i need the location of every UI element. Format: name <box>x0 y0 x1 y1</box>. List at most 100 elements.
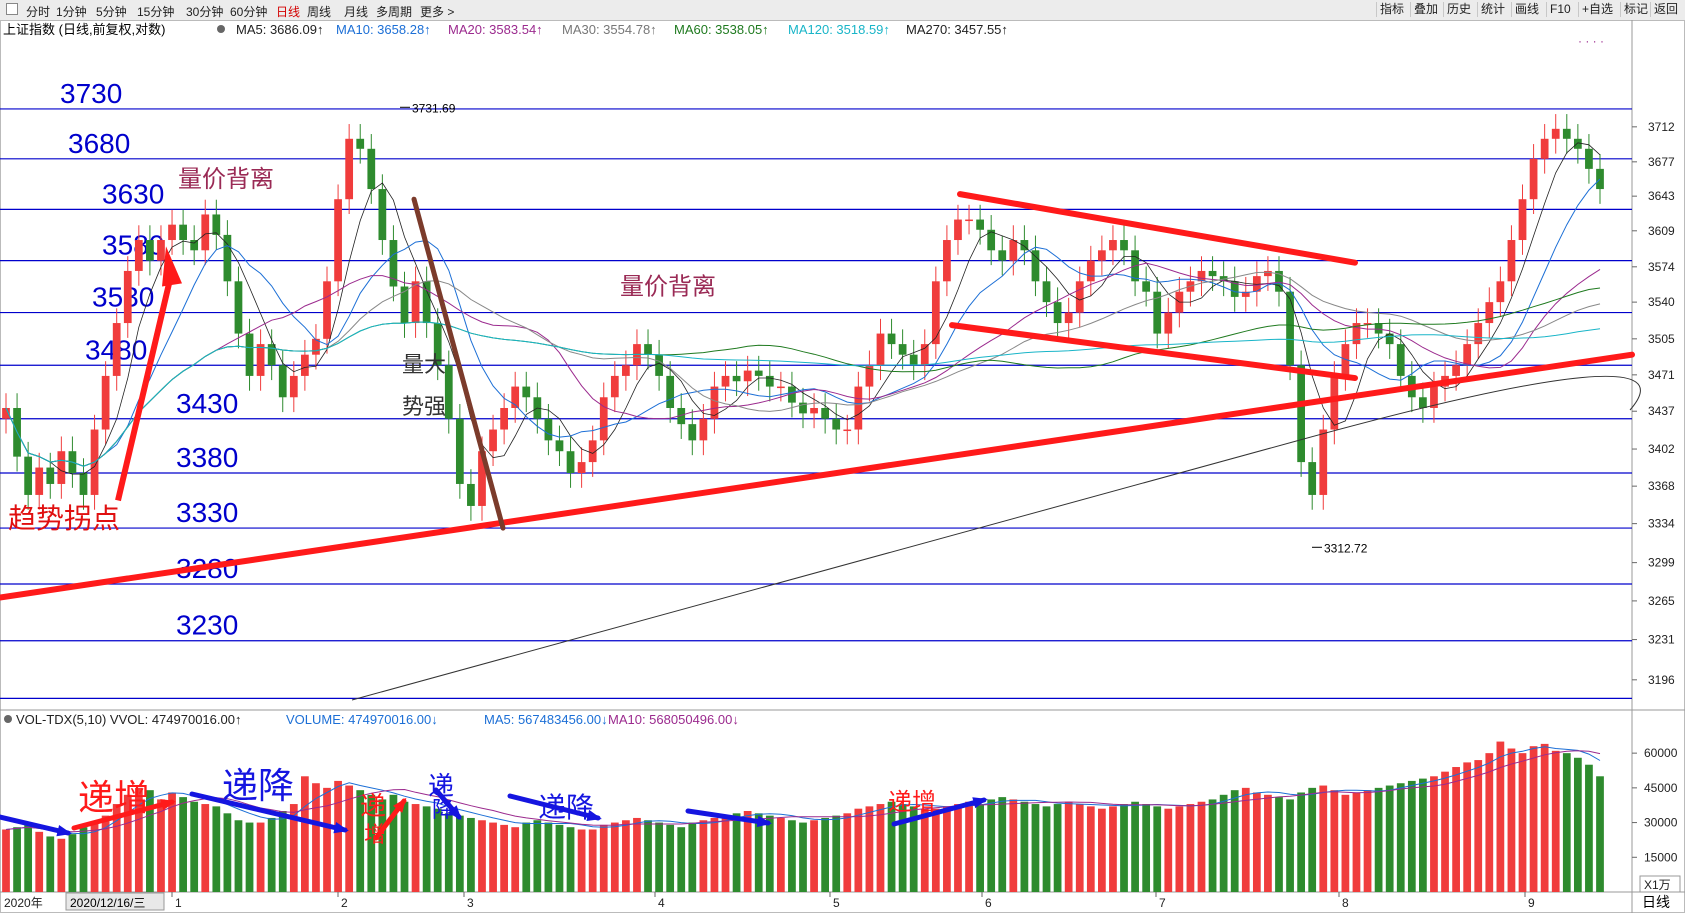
candle-61 <box>677 407 686 425</box>
candle-103 <box>1142 281 1151 292</box>
candle-19 <box>212 214 221 235</box>
candle-120 <box>1330 375 1339 430</box>
volume-bar-59 <box>655 822 663 892</box>
vol-text-4: 增 <box>364 822 386 847</box>
period-tab-0[interactable]: 分时 <box>26 5 51 19</box>
volume-bar-110 <box>1219 794 1228 892</box>
period-tab-2[interactable]: 5分钟 <box>96 5 127 19</box>
period-tab-5[interactable]: 60分钟 <box>230 5 268 19</box>
volume-bar-3 <box>35 831 44 892</box>
period-tab-7[interactable]: 周线 <box>307 5 332 19</box>
volume-bar-86 <box>954 804 962 892</box>
volume-bar-139 <box>1540 743 1549 892</box>
candle-137 <box>1518 199 1527 241</box>
volume-bar-31 <box>345 785 354 892</box>
vol-arrow-2-head <box>160 799 176 811</box>
month-label-6: 7 <box>1159 896 1166 910</box>
volume-bar-35 <box>389 794 398 892</box>
volume-bar-91 <box>1009 799 1018 892</box>
candle-66 <box>732 375 741 382</box>
volume-bar-92 <box>1020 801 1029 892</box>
axis-tick-13: 3265 <box>1648 594 1675 608</box>
candle-113 <box>1252 276 1261 292</box>
axis-tick-12: 3299 <box>1648 556 1675 570</box>
candle-42 <box>467 483 475 506</box>
toolbar-button-3[interactable]: 统计 <box>1477 2 1508 17</box>
ma-line-120 <box>5 321 1601 467</box>
volume-bar-121 <box>1341 794 1350 892</box>
candle-12 <box>134 240 143 271</box>
candle-119 <box>1319 429 1328 495</box>
volume-bar-19 <box>212 806 221 892</box>
toolbar-button-6[interactable]: +自选 <box>1578 2 1616 17</box>
ma-legend-2: MA20: 3583.54↑ <box>448 22 543 37</box>
volume-bar-57 <box>633 817 641 892</box>
candle-62 <box>688 424 697 441</box>
toolbar-button-1[interactable]: 叠加 <box>1410 2 1441 17</box>
axis-tick-8: 3437 <box>1648 404 1675 418</box>
candle-144 <box>1596 168 1604 190</box>
candle-136 <box>1507 240 1516 282</box>
period-tab-3[interactable]: 15分钟 <box>137 5 175 19</box>
trendline-support <box>0 351 1635 601</box>
volume-bar-128 <box>1419 778 1427 892</box>
volume-bar-127 <box>1407 780 1416 892</box>
candle-14 <box>157 240 165 261</box>
period-tab-1[interactable]: 1分钟 <box>56 5 87 19</box>
candle-71 <box>788 386 796 403</box>
period-tab-9[interactable]: 多周期 <box>376 5 413 19</box>
toolbar-button-4[interactable]: 画线 <box>1511 2 1542 17</box>
volume-bar-55 <box>610 822 619 892</box>
toolbar-button-0[interactable]: 指标 <box>1376 2 1407 17</box>
month-label-5: 6 <box>985 896 992 910</box>
volume-bar-47 <box>522 822 531 892</box>
volume-bar-107 <box>1186 804 1195 892</box>
candle-95 <box>1053 302 1062 324</box>
volume-bar-68 <box>754 813 763 892</box>
month-label-7: 8 <box>1342 896 1349 910</box>
volume-bar-82 <box>909 806 918 892</box>
volume-bar-138 <box>1529 746 1538 892</box>
candle-94 <box>1042 281 1051 303</box>
candle-5 <box>57 451 66 484</box>
volume-bar-10 <box>112 804 121 892</box>
toolbar-button-7[interactable]: 标记 <box>1620 2 1651 17</box>
ma-line-30 <box>5 271 1601 467</box>
volume-bar-14 <box>157 799 165 892</box>
toolbar-button-2[interactable]: 历史 <box>1443 2 1474 17</box>
ma-line-20 <box>5 262 1601 467</box>
candle-25 <box>278 365 287 398</box>
axis-tick-5: 3540 <box>1648 295 1675 309</box>
volume-bar-13 <box>146 790 154 892</box>
toolbar-button-5[interactable]: F10 <box>1546 2 1574 17</box>
period-tab-4[interactable]: 30分钟 <box>186 5 224 19</box>
volume-bar-49 <box>544 822 553 892</box>
decline-line <box>411 196 506 531</box>
candle-40 <box>444 365 453 419</box>
level-label-10: 3230 <box>176 610 238 641</box>
volume-bar-125 <box>1385 785 1394 892</box>
vol-axis-tick-0: 60000 <box>1644 746 1678 760</box>
candle-47 <box>522 386 531 398</box>
volume-bar-0 <box>2 829 10 892</box>
volume-bar-106 <box>1175 806 1184 892</box>
vol-axis-tick-1: 45000 <box>1644 781 1678 795</box>
period-tab-6[interactable]: 日线 <box>276 5 301 19</box>
candle-70 <box>776 386 785 389</box>
volume-bar-76 <box>843 813 852 892</box>
toolbar-button-8[interactable]: 返回 <box>1650 2 1681 17</box>
window-menu-icon[interactable] <box>6 3 18 15</box>
annotation-divergence-1: 量价背离 <box>178 166 274 193</box>
period-tab-10[interactable]: 更多 > <box>420 5 455 19</box>
vol-text-increase-1: 递增 <box>78 777 150 818</box>
volume-bar-100 <box>1109 806 1117 892</box>
month-label-4: 5 <box>833 896 840 910</box>
legend-dot <box>217 25 225 33</box>
volume-bar-112 <box>1241 787 1250 892</box>
candle-117 <box>1297 365 1305 463</box>
candle-116 <box>1286 291 1294 366</box>
ma-legend-1: MA10: 3658.28↑ <box>336 22 431 37</box>
candle-129 <box>1430 386 1438 408</box>
period-tab-8[interactable]: 月线 <box>344 5 369 19</box>
annotation-heavy-volume: 量大 <box>402 352 446 377</box>
